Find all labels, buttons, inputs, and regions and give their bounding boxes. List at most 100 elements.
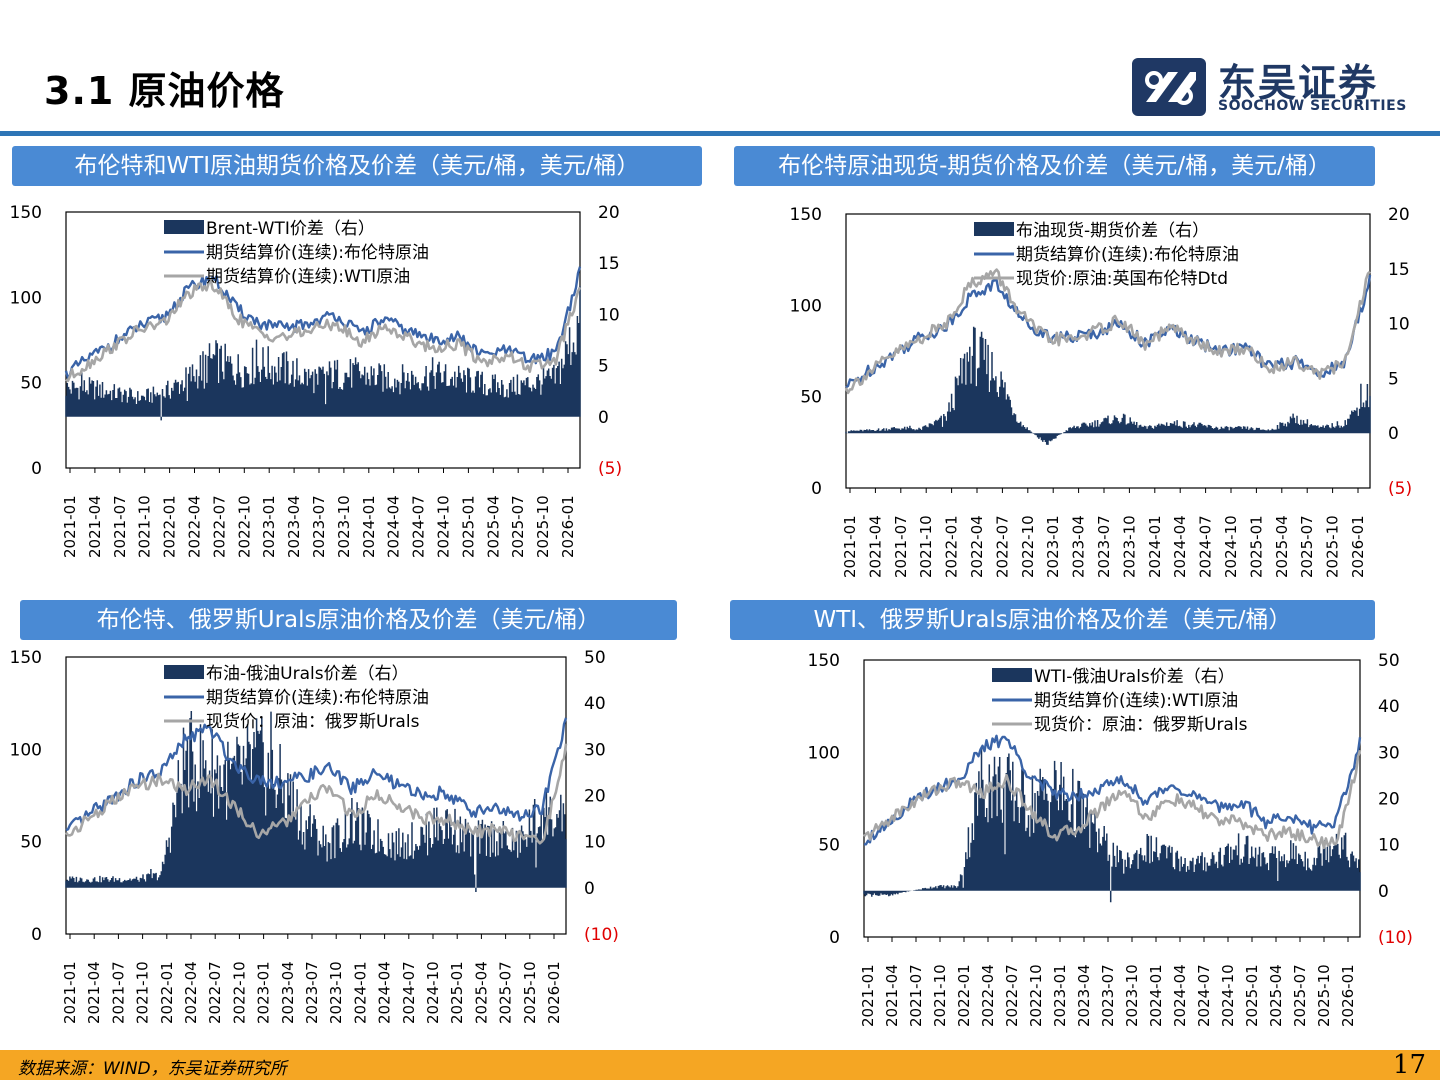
- chart-3: 150 100 50 0 50 40 30 20 10 0 (10) 2021-01 2021-04 20…: [0, 645, 625, 1030]
- left-tick-label: 100: [10, 740, 42, 760]
- x-tick-label: 2025-07: [497, 961, 515, 1024]
- x-tick-label: 2021-04: [86, 495, 104, 558]
- x-tick-label: 2022-10: [230, 961, 248, 1024]
- right-tick-label: 30: [584, 740, 606, 760]
- x-tick-label: 2024-10: [435, 495, 453, 558]
- legend-swatch: [164, 220, 204, 234]
- x-tick-label: 2021-01: [859, 964, 877, 1027]
- x-tick-label: 2023-10: [1123, 964, 1141, 1027]
- right-tick-label: 10: [1388, 315, 1410, 335]
- right-tick-label: 40: [1378, 697, 1400, 717]
- spread-bars: [845, 326, 1371, 445]
- x-tick-label: 2023-01: [1044, 515, 1062, 578]
- right-tick-label: 0: [1388, 424, 1399, 444]
- x-tick-label: 2023-01: [255, 961, 273, 1024]
- x-tick-label: 2021-10: [134, 961, 152, 1024]
- page-number: 17: [1392, 1050, 1426, 1080]
- left-tick-label: 100: [808, 743, 840, 763]
- legend-swatch: [164, 665, 204, 679]
- left-tick-label: 0: [829, 928, 840, 948]
- soochow-logo-icon: [1132, 58, 1206, 116]
- legend-swatch: [992, 668, 1032, 682]
- x-tick-label: 2021-04: [866, 515, 884, 578]
- right-tick-label: 10: [584, 833, 606, 853]
- logo-english-name: SOOCHOW SECURITIES: [1218, 98, 1407, 114]
- x-tick-label: 2024-04: [385, 495, 403, 558]
- right-tick-label: (10): [584, 925, 619, 945]
- x-tick-label: 2025-04: [472, 961, 490, 1024]
- x-tick-label: 2022-04: [182, 961, 200, 1024]
- legend-label: Brent-WTI价差（右）: [206, 219, 375, 239]
- left-tick-label: 100: [10, 288, 42, 308]
- x-tick-label: 2023-07: [1095, 515, 1113, 578]
- x-tick-label: 2024-01: [1146, 515, 1164, 578]
- x-tick-label: 2021-07: [907, 964, 925, 1027]
- legend-label: 现货价:原油:英国布伦特Dtd: [1016, 269, 1228, 289]
- right-tick-label: 50: [584, 648, 606, 668]
- left-tick-label: 0: [811, 479, 822, 499]
- x-tick-label: 2024-10: [1222, 515, 1240, 578]
- footer-bar: 数据来源：WIND，东吴证券研究所 17: [0, 1050, 1440, 1080]
- x-tick-label: 2024-04: [1171, 515, 1189, 578]
- spread-bars: [863, 747, 1361, 903]
- chart-4: 150 100 50 0 50 40 30 20 10 0 (10) 2021-01 2021-04 20…: [805, 645, 1425, 1030]
- x-tick-label: 2021-07: [892, 515, 910, 578]
- left-tick-label: 50: [818, 836, 840, 856]
- series-line-2: [862, 749, 1362, 850]
- legend-label: 期货结算价(连续):WTI原油: [1034, 691, 1238, 711]
- x-tick-label: 2021-04: [85, 961, 103, 1024]
- left-tick-label: 50: [20, 374, 42, 394]
- x-tick-label: 2021-10: [917, 515, 935, 578]
- x-tick-label: 2025-04: [1273, 515, 1291, 578]
- right-tick-label: (10): [1378, 928, 1413, 948]
- x-tick-label: 2022-04: [979, 964, 997, 1027]
- x-tick-label: 2022-01: [158, 961, 176, 1024]
- x-tick-label: 2023-01: [260, 495, 278, 558]
- left-tick-label: 150: [10, 203, 42, 223]
- spread-bars: [65, 286, 581, 421]
- legend-label: 现货价：原油：俄罗斯Urals: [206, 712, 420, 732]
- x-tick-label: 2022-01: [943, 515, 961, 578]
- left-tick-label: 0: [31, 925, 42, 945]
- left-tick-label: 100: [790, 296, 822, 316]
- x-tick-label: 2023-10: [1120, 515, 1138, 578]
- right-tick-label: 0: [584, 879, 595, 899]
- x-tick-label: 2021-01: [61, 961, 79, 1024]
- x-tick-label: 2025-07: [509, 495, 527, 558]
- x-tick-label: 2023-04: [1070, 515, 1088, 578]
- x-tick-label: 2022-07: [206, 961, 224, 1024]
- x-tick-label: 2022-04: [968, 515, 986, 578]
- right-tick-label: 5: [1388, 369, 1399, 389]
- x-tick-label: 2021-01: [61, 495, 79, 558]
- x-tick-label: 2024-01: [351, 961, 369, 1024]
- x-tick-label: 2025-04: [484, 495, 502, 558]
- x-tick-label: 2024-10: [1219, 964, 1237, 1027]
- x-tick-label: 2023-10: [327, 961, 345, 1024]
- x-tick-label: 2022-07: [210, 495, 228, 558]
- panel-title-4: WTI、俄罗斯Urals原油价格及价差（美元/桶）: [730, 600, 1375, 640]
- x-tick-label: 2024-07: [1195, 964, 1213, 1027]
- x-tick-label: 2022-10: [1019, 515, 1037, 578]
- right-tick-label: 15: [1388, 260, 1410, 280]
- x-tick-label: 2026-01: [1339, 964, 1357, 1027]
- right-tick-label: 20: [598, 203, 620, 223]
- plot-frame: [845, 213, 1371, 489]
- legend-swatch: [974, 222, 1014, 236]
- brand-logo: 东吴证券 SOOCHOW SECURITIES: [1132, 58, 1432, 116]
- x-tick-label: 2021-01: [841, 515, 859, 578]
- x-tick-label: 2025-10: [534, 495, 552, 558]
- x-tick-label: 2022-04: [186, 495, 204, 558]
- right-tick-label: 0: [1378, 882, 1389, 902]
- x-tick-label: 2025-10: [1315, 964, 1333, 1027]
- panel-title-3: 布伦特、俄罗斯Urals原油价格及价差（美元/桶）: [20, 600, 677, 640]
- x-tick-label: 2026-01: [559, 495, 577, 558]
- right-tick-label: 40: [584, 694, 606, 714]
- legend-label: 现货价：原油：俄罗斯Urals: [1034, 715, 1248, 735]
- x-tick-label: 2024-07: [1197, 515, 1215, 578]
- right-tick-label: 10: [1378, 836, 1400, 856]
- left-tick-label: 150: [790, 205, 822, 225]
- x-tick-label: 2022-01: [955, 964, 973, 1027]
- spread-bars: [65, 711, 567, 892]
